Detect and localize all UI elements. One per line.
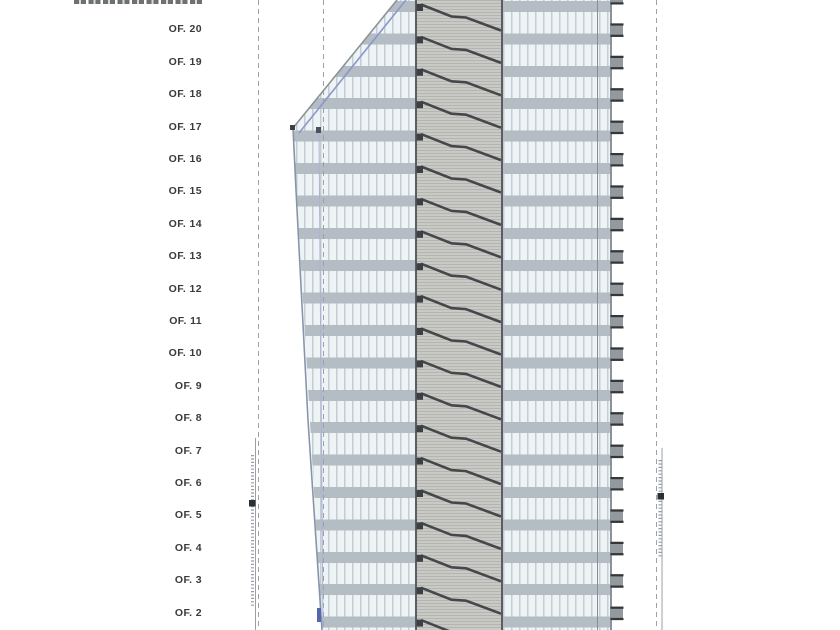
grid-line-center bbox=[323, 0, 324, 630]
facade-unit bbox=[610, 185, 623, 199]
cropped-text-sliver bbox=[74, 0, 202, 4]
dimension-node-right bbox=[657, 493, 664, 500]
facade-unit bbox=[610, 282, 623, 297]
facade-unit bbox=[610, 444, 623, 459]
facade-unit bbox=[610, 477, 623, 491]
facade-unit bbox=[610, 315, 623, 329]
left-curtain-wall bbox=[293, 0, 415, 630]
floor-label: OF. 19 bbox=[168, 55, 202, 68]
base-marker bbox=[317, 608, 321, 622]
floor-label: OF. 15 bbox=[168, 185, 202, 198]
facade-unit bbox=[610, 153, 623, 167]
grid-line-right bbox=[656, 0, 657, 630]
floor-label: OF. 16 bbox=[168, 153, 202, 165]
dimension-node-left bbox=[249, 500, 256, 507]
stair-core bbox=[415, 0, 503, 630]
facade-unit bbox=[610, 412, 623, 426]
floor-label: OF. 18 bbox=[168, 88, 202, 101]
floor-label: OF. 17 bbox=[168, 120, 202, 133]
floor-label: OF. 13 bbox=[168, 250, 202, 263]
facade-unit bbox=[610, 88, 623, 102]
facade-unit bbox=[610, 55, 623, 70]
floor-label: OF. 8 bbox=[174, 412, 202, 425]
floor-label: OF. 6 bbox=[174, 477, 202, 489]
facade-unit bbox=[610, 379, 623, 394]
facade-unit bbox=[610, 0, 623, 5]
floor-label: OF. 9 bbox=[174, 379, 202, 392]
right-facade-inner-line bbox=[597, 0, 598, 630]
floor-label: OF. 10 bbox=[168, 347, 202, 360]
facade-unit bbox=[610, 23, 623, 37]
floor-label: OF. 3 bbox=[174, 574, 202, 587]
facade-unit bbox=[610, 120, 623, 135]
floor-label: OF. 11 bbox=[169, 315, 202, 327]
floor-label: OF. 4 bbox=[174, 541, 202, 554]
floor-label: OF. 7 bbox=[174, 444, 202, 457]
floor-label: OF. 2 bbox=[174, 606, 202, 619]
facade-unit bbox=[610, 250, 623, 264]
floor-label: OF. 20 bbox=[168, 23, 202, 36]
floor-label: OF. 5 bbox=[174, 509, 202, 522]
facade-unit bbox=[610, 541, 623, 556]
facade-unit bbox=[610, 574, 623, 588]
floor-label: OF. 14 bbox=[168, 217, 202, 230]
right-curtain-wall bbox=[503, 0, 612, 630]
grid-line-left bbox=[258, 0, 259, 630]
floor-label: OF. 12 bbox=[168, 282, 202, 295]
facade-unit bbox=[610, 347, 623, 361]
facade-unit bbox=[610, 509, 623, 523]
facade-unit bbox=[610, 217, 623, 232]
facade-unit bbox=[610, 606, 623, 621]
